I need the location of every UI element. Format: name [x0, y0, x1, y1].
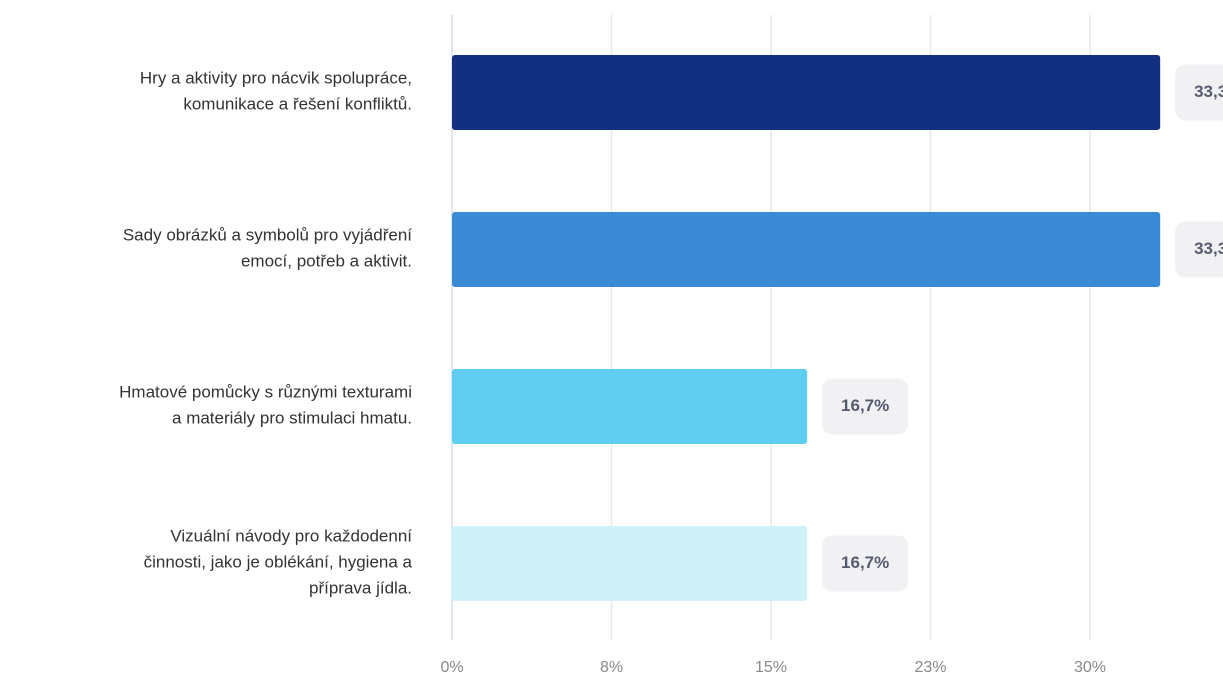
category-label: Hmatové pomůcky s různými texturami a mat… — [119, 383, 412, 428]
value-label-box — [822, 535, 909, 592]
bar — [452, 212, 1161, 287]
bar — [452, 55, 1161, 130]
value-label: 16,7% — [841, 396, 889, 415]
x-tick-label: 0% — [440, 659, 463, 676]
value-label-box — [1175, 64, 1223, 121]
category-label: Vizuální návody pro každodenní činnosti, … — [144, 527, 413, 598]
category-label-line: Hmatové pomůcky s různými texturami — [119, 383, 412, 402]
value-label-box — [1175, 221, 1223, 278]
category-label-line: Sady obrázků a symbolů pro vyjádření — [123, 226, 412, 245]
value-label: 33,3% — [1194, 239, 1223, 258]
x-tick-label: 8% — [600, 659, 623, 676]
category-label-line: Hry a aktivity pro nácvik spolupráce, — [140, 69, 412, 88]
x-tick-label: 23% — [914, 659, 946, 676]
value-label: 16,7% — [841, 553, 889, 572]
category-label-line: komunikace a řešení konfliktů. — [183, 95, 412, 114]
value-label-box — [822, 378, 909, 435]
x-tick-label: 15% — [755, 659, 787, 676]
bar — [452, 526, 808, 601]
category-label: Hry a aktivity pro nácvik spolupráce, kom… — [140, 69, 412, 114]
category-label-line: a materiály pro stimulaci hmatu. — [172, 409, 412, 428]
category-label: Sady obrázků a symbolů pro vyjádření emoc… — [123, 226, 412, 271]
category-label-line: emocí, potřeb a aktivit. — [241, 252, 412, 271]
x-tick-label: 30% — [1074, 659, 1106, 676]
category-label-line: činnosti, jako je oblékání, hygiena a — [144, 553, 413, 572]
category-label-line: Vizuální návody pro každodenní — [170, 527, 412, 546]
value-label: 33,3% — [1194, 82, 1223, 101]
bar — [452, 369, 808, 444]
category-label-line: příprava jídla. — [309, 579, 412, 598]
